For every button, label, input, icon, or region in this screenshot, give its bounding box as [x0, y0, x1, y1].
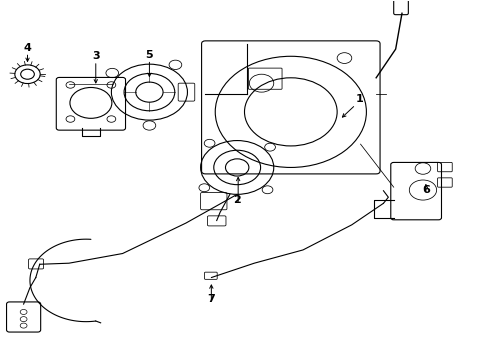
Text: 4: 4 [23, 43, 31, 53]
Text: 3: 3 [92, 51, 100, 61]
Text: 2: 2 [233, 195, 241, 205]
Text: 5: 5 [145, 50, 153, 60]
Text: 1: 1 [354, 94, 362, 104]
Text: 7: 7 [207, 294, 215, 304]
FancyBboxPatch shape [393, 0, 407, 15]
Text: 6: 6 [421, 185, 429, 195]
